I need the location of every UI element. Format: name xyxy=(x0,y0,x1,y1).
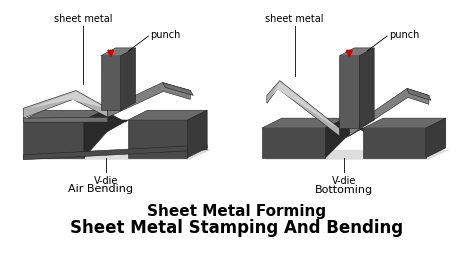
Polygon shape xyxy=(101,56,121,110)
Text: sheet metal: sheet metal xyxy=(54,14,112,24)
Polygon shape xyxy=(128,110,207,120)
Polygon shape xyxy=(187,110,207,158)
Polygon shape xyxy=(359,48,374,128)
Polygon shape xyxy=(363,128,426,158)
Text: V-die: V-die xyxy=(332,176,356,186)
Polygon shape xyxy=(23,90,108,118)
Polygon shape xyxy=(262,118,346,128)
Polygon shape xyxy=(101,48,136,56)
Polygon shape xyxy=(121,48,136,110)
Polygon shape xyxy=(23,145,207,160)
Polygon shape xyxy=(426,118,446,158)
Polygon shape xyxy=(339,48,374,56)
Text: punch: punch xyxy=(389,30,419,40)
Polygon shape xyxy=(262,128,326,158)
Polygon shape xyxy=(363,118,446,128)
Polygon shape xyxy=(264,150,450,160)
Polygon shape xyxy=(163,82,193,95)
Text: Air Bending: Air Bending xyxy=(68,184,133,194)
Polygon shape xyxy=(23,120,84,158)
Polygon shape xyxy=(407,89,431,100)
Polygon shape xyxy=(272,82,337,128)
Polygon shape xyxy=(349,89,429,136)
Text: Sheet Metal Stamping And Bending: Sheet Metal Stamping And Bending xyxy=(71,219,403,237)
Polygon shape xyxy=(23,110,104,120)
Polygon shape xyxy=(108,82,190,117)
Polygon shape xyxy=(326,118,364,132)
Polygon shape xyxy=(25,150,211,160)
Text: punch: punch xyxy=(151,30,181,40)
Polygon shape xyxy=(326,128,363,158)
Polygon shape xyxy=(29,92,106,108)
Text: sheet metal: sheet metal xyxy=(265,14,324,24)
Polygon shape xyxy=(23,117,108,122)
Text: V-die: V-die xyxy=(93,176,118,186)
Text: Sheet Metal Forming: Sheet Metal Forming xyxy=(147,204,327,219)
Polygon shape xyxy=(128,120,187,158)
Polygon shape xyxy=(84,120,128,158)
Text: Bottoming: Bottoming xyxy=(315,185,374,196)
Polygon shape xyxy=(267,81,339,136)
Polygon shape xyxy=(339,56,359,128)
Polygon shape xyxy=(84,110,128,122)
